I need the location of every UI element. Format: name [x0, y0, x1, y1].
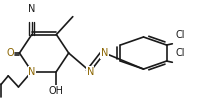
Text: N: N — [86, 66, 93, 76]
Text: OH: OH — [49, 86, 64, 96]
Text: Cl: Cl — [174, 30, 184, 40]
Text: N: N — [28, 4, 35, 14]
Text: N: N — [28, 66, 35, 76]
Text: O: O — [6, 48, 14, 58]
Text: Cl: Cl — [174, 48, 184, 58]
Text: N: N — [100, 48, 108, 58]
